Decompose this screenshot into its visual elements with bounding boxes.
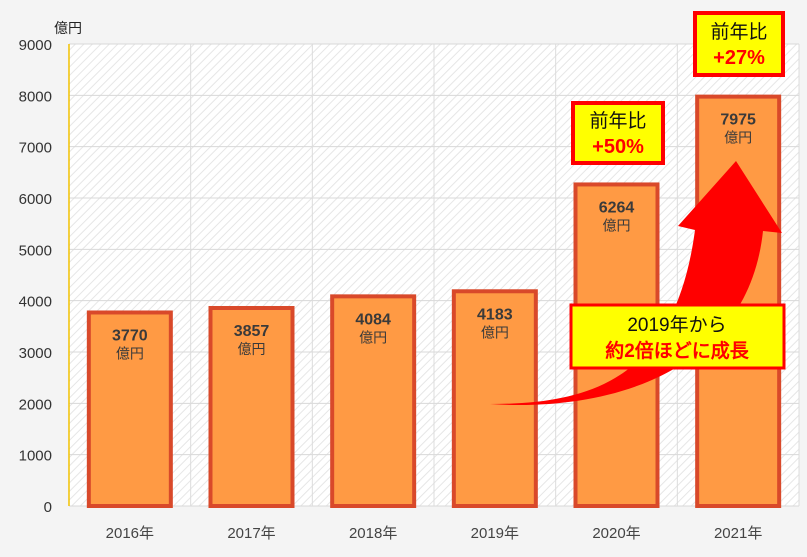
y-tick-label: 5000 — [19, 242, 52, 259]
x-tick-label: 2021年 — [714, 525, 762, 542]
x-tick-label: 2018年 — [349, 525, 397, 542]
y-tick-label: 8000 — [19, 88, 52, 105]
growth-callout-box — [569, 303, 786, 370]
bar-value-label: 6264 — [599, 199, 635, 216]
gridlines — [68, 43, 800, 507]
growth-arrow-shape — [490, 161, 782, 405]
growth-callout-line1: 2019年から — [627, 314, 726, 336]
y-tick-label: 0 — [44, 499, 52, 516]
y-axis: 0 1000 2000 3000 4000 5000 6000 7000 8000 9000 — [19, 37, 52, 516]
y-tick-label: 1000 — [19, 448, 52, 465]
y-tick-label: 3000 — [19, 345, 52, 362]
yoy-callout-2021: 前年比 +27% — [693, 11, 785, 77]
bar-unit-label: 億円 — [724, 130, 752, 146]
bar-unit-label: 億円 — [116, 345, 144, 361]
y-tick-label: 4000 — [19, 294, 52, 311]
bar-unit-label: 億円 — [603, 217, 631, 233]
bar-unit-label: 億円 — [238, 341, 266, 357]
y-tick-label: 2000 — [19, 396, 52, 413]
bar — [208, 306, 295, 508]
yoy-callout-2020: 前年比 +50% — [571, 101, 665, 165]
y-axis-unit-label: 億円 — [54, 20, 82, 36]
bar-unit-label: 億円 — [359, 329, 387, 345]
growth-arrow — [490, 161, 782, 405]
growth-callout-line2: 約2倍ほどに成長 — [605, 339, 750, 362]
yoy-callout-2020-label: 前年比 — [589, 110, 646, 132]
yoy-callout-2021-box — [693, 11, 785, 77]
x-axis: 2016年 2017年 2018年 2019年 2020年 2021年 — [106, 525, 763, 542]
yoy-callout-2021-label: 前年比 — [710, 21, 767, 43]
bar-value-label: 4183 — [477, 306, 513, 323]
x-tick-label: 2020年 — [592, 525, 640, 542]
y-tick-label: 7000 — [19, 140, 52, 157]
y-tick-label: 6000 — [19, 191, 52, 208]
x-tick-label: 2017年 — [227, 525, 275, 542]
bar-value-label: 3770 — [112, 327, 148, 344]
bar — [451, 289, 538, 509]
bar-unit-label: 億円 — [481, 324, 509, 340]
yoy-callout-2021-value: +27% — [713, 47, 765, 69]
x-tick-label: 2016年 — [106, 525, 154, 542]
bar — [86, 310, 173, 508]
bar-value-label: 7975 — [720, 112, 756, 129]
yoy-callout-2020-box — [571, 101, 665, 165]
x-tick-label: 2019年 — [471, 525, 519, 542]
bar — [330, 294, 417, 509]
bar-value-label: 4084 — [355, 311, 391, 328]
bar-value-label: 3857 — [234, 323, 270, 340]
yoy-callout-2020-value: +50% — [592, 136, 644, 158]
y-tick-label: 9000 — [19, 37, 52, 54]
growth-callout: 2019年から 約2倍ほどに成長 — [569, 303, 786, 370]
